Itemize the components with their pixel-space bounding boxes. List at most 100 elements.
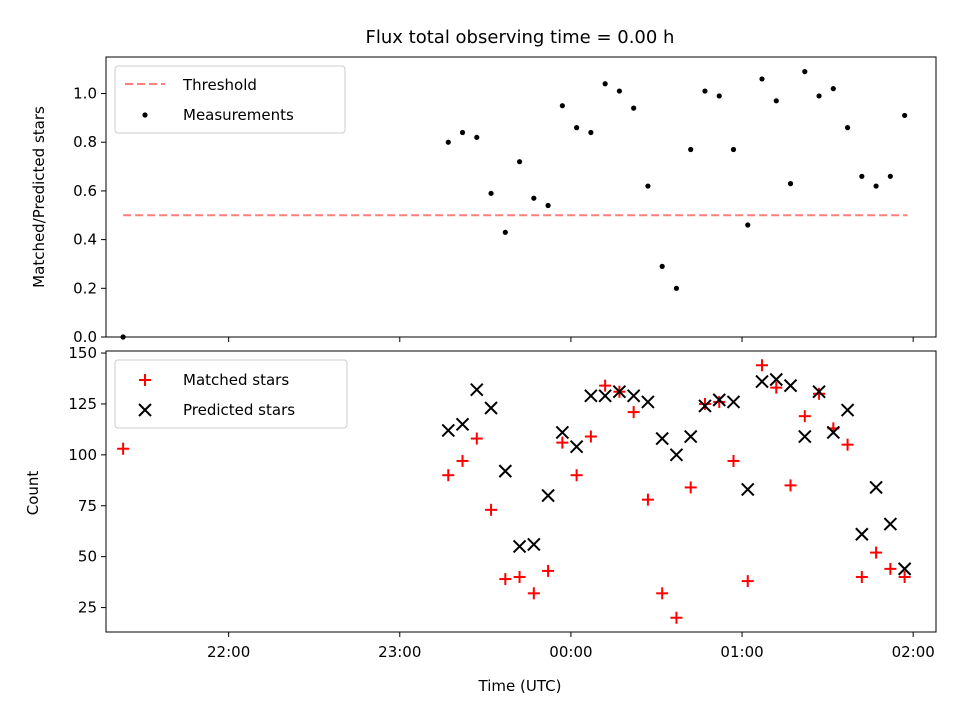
marker-stroke xyxy=(441,423,455,438)
marker-stroke xyxy=(512,539,527,554)
marker-stroke xyxy=(484,401,498,415)
measurement-point xyxy=(730,146,737,153)
matched-star-marker xyxy=(499,573,512,586)
measurement-point xyxy=(688,146,694,153)
matched-star-marker xyxy=(670,611,683,624)
measurement-point xyxy=(816,93,822,99)
matched-star-marker xyxy=(841,438,854,451)
top-legend-box xyxy=(114,65,346,134)
marker-stroke xyxy=(712,393,726,407)
predicted-star-marker xyxy=(669,448,684,462)
x-tick-label: 22:00 xyxy=(207,643,250,661)
matched-star-marker xyxy=(713,395,726,408)
matched-star-marker xyxy=(684,481,697,494)
matched-star-marker xyxy=(117,442,130,455)
matched-star-marker xyxy=(855,571,868,584)
measurement-point xyxy=(659,263,665,269)
matched-star-marker xyxy=(513,571,526,584)
top-legend: Threshold Measurements xyxy=(114,65,346,134)
predicted-star-marker xyxy=(684,429,698,444)
legend-measurements-label: Measurements xyxy=(183,106,294,124)
predicted-star-marker xyxy=(655,431,669,446)
measurement-point xyxy=(873,183,879,189)
y-tick-label: 50 xyxy=(78,548,97,566)
top-y-axis-label: Matched/Predicted stars xyxy=(30,106,48,288)
measurement-point xyxy=(602,81,608,87)
marker-stroke xyxy=(527,537,541,552)
measurement-point xyxy=(759,76,765,82)
matched-star-marker xyxy=(442,469,455,482)
legend-predicted-label: Predicted stars xyxy=(183,401,295,419)
measurement-point xyxy=(459,129,466,136)
matched-star-marker xyxy=(627,406,640,419)
y-tick-label: 0.8 xyxy=(73,133,97,151)
predicted-star-marker xyxy=(798,429,812,444)
marker-stroke xyxy=(897,562,912,576)
predicted-star-marker xyxy=(598,389,612,403)
predicted-star-marker xyxy=(755,374,769,389)
predicted-star-marker xyxy=(541,488,555,503)
marker-stroke xyxy=(769,372,783,387)
measurement-point xyxy=(488,190,494,196)
marker-stroke xyxy=(755,374,769,389)
bottom-x-ticks: 22:00 23:00 00:00 01:00 02:00 xyxy=(207,632,935,661)
matched-star-marker xyxy=(542,564,555,577)
predicted-star-marker xyxy=(498,464,513,478)
matched-star-marker xyxy=(898,571,911,584)
measurement-point xyxy=(716,93,722,99)
marker-stroke xyxy=(584,389,598,403)
measurement-point xyxy=(502,229,508,235)
measurement-point xyxy=(516,159,523,165)
measurement-point xyxy=(673,285,680,291)
marker-stroke xyxy=(783,378,798,393)
matched-star-marker xyxy=(470,432,483,445)
measurement-point xyxy=(545,202,551,209)
marker-stroke xyxy=(741,482,755,497)
predicted-star-marker xyxy=(441,423,455,438)
measurement-point xyxy=(631,105,637,111)
top-axes-frame xyxy=(105,56,937,338)
predicted-star-marker xyxy=(840,403,855,417)
measurement-point xyxy=(773,98,779,104)
chart-title: Flux total observing time = 0.00 h xyxy=(366,27,675,48)
measurement-point xyxy=(887,173,893,179)
marker-stroke xyxy=(684,429,698,444)
x-tick-label: 23:00 xyxy=(378,643,421,661)
bottom-y-axis-label: Count xyxy=(24,471,42,516)
y-tick-label: 125 xyxy=(68,395,97,413)
measurement-point xyxy=(859,173,865,179)
measurement-point xyxy=(616,88,623,94)
bottom-x-axis-label: Time (UTC) xyxy=(478,677,562,695)
bottom-y-ticks: 25 50 75 100 125 150 xyxy=(68,344,106,617)
marker-stroke xyxy=(798,429,812,444)
marker-stroke xyxy=(598,389,612,403)
y-tick-label: 75 xyxy=(78,497,97,515)
bottom-plot-marks xyxy=(117,359,912,624)
predicted-star-marker xyxy=(812,385,826,399)
marker-stroke xyxy=(470,382,484,397)
measurement-point xyxy=(787,181,794,187)
measurement-point xyxy=(474,134,480,140)
matched-star-marker xyxy=(756,359,769,372)
predicted-star-marker xyxy=(698,399,712,413)
matched-star-marker xyxy=(656,587,669,600)
matched-star-marker xyxy=(784,479,797,492)
marker-stroke xyxy=(855,527,869,541)
predicted-star-marker xyxy=(484,401,498,415)
y-tick-label: 0.6 xyxy=(73,182,97,200)
marker-stroke xyxy=(555,425,570,440)
predicted-star-marker xyxy=(855,527,869,541)
predicted-star-marker xyxy=(569,439,584,454)
bottom-legend: Matched stars Predicted stars xyxy=(114,359,348,429)
top-plot-marks xyxy=(120,69,908,340)
predicted-star-marker xyxy=(783,378,798,393)
matched-star-marker xyxy=(741,575,754,588)
marker-stroke xyxy=(826,425,841,440)
matched-star-marker xyxy=(813,387,826,400)
predicted-star-marker xyxy=(741,482,755,497)
marker-stroke xyxy=(541,488,555,503)
bottom-axes-frame xyxy=(105,350,937,633)
legend-matched-label: Matched stars xyxy=(183,371,289,389)
x-tick-label: 00:00 xyxy=(549,643,592,661)
legend-threshold-label: Threshold xyxy=(182,76,257,94)
